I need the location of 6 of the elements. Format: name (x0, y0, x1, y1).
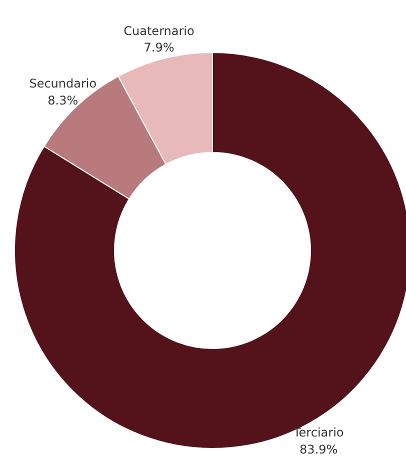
data-label: 7.9% (144, 40, 174, 55)
slice-label: Terciario (292, 426, 344, 440)
slice-label: Cuaternario (124, 24, 194, 38)
data-label: 8.3% (48, 93, 78, 108)
slice-label: Secundario (29, 76, 97, 91)
data-label: 83.9% (300, 442, 338, 456)
